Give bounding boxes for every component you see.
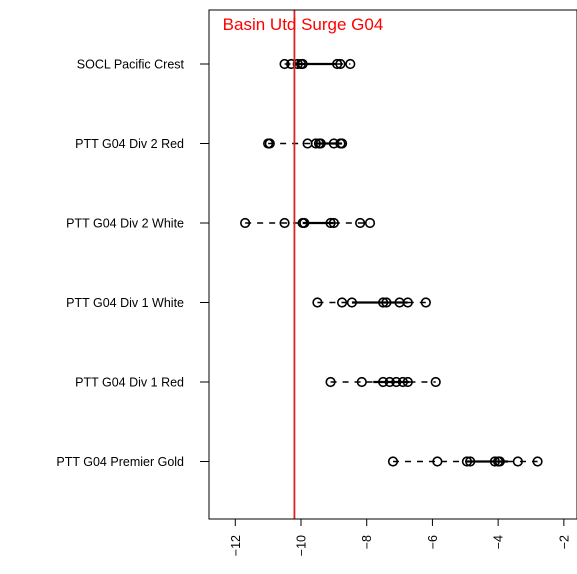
- box-group: [387, 456, 543, 467]
- box-group: [312, 297, 431, 308]
- data-point: [532, 456, 543, 467]
- x-tick-label: −6: [426, 535, 440, 549]
- category-label: PTT G04 Div 1 Red: [75, 376, 184, 390]
- data-point: [325, 217, 336, 229]
- data-point: [387, 456, 399, 467]
- data-point: [512, 456, 523, 467]
- data-point: [355, 217, 366, 229]
- data-point: [292, 58, 303, 70]
- box-group: [240, 217, 376, 229]
- data-point: [381, 297, 392, 308]
- data-point: [336, 297, 348, 308]
- data-point: [332, 58, 343, 70]
- data-point: [279, 217, 290, 229]
- data-point: [312, 297, 323, 308]
- x-tick-label: −2: [557, 535, 571, 549]
- x-tick-label: −12: [229, 535, 243, 556]
- data-point: [384, 376, 395, 388]
- data-point: [402, 297, 413, 308]
- plot-frame: [208, 9, 577, 520]
- data-point: [325, 376, 336, 388]
- chart-title: Basin Utd Surge G04: [223, 15, 384, 34]
- data-point: [328, 217, 339, 229]
- data-point: [432, 456, 443, 467]
- data-point: [315, 138, 326, 149]
- data-point: [465, 456, 476, 467]
- data-point: [489, 456, 500, 467]
- data-point: [264, 138, 275, 149]
- data-point: [397, 376, 408, 388]
- data-point: [310, 138, 321, 149]
- data-point: [391, 376, 402, 388]
- data-point: [356, 376, 367, 388]
- box-group: [263, 138, 348, 149]
- data-point: [430, 376, 441, 388]
- box-series: [240, 58, 543, 467]
- data-point: [299, 217, 310, 229]
- data-point: [346, 297, 358, 308]
- data-point: [494, 456, 505, 467]
- category-label: PTT G04 Div 2 Red: [75, 137, 184, 151]
- data-point: [336, 138, 348, 149]
- data-point: [279, 58, 290, 70]
- box-group: [279, 58, 356, 70]
- data-point: [345, 58, 356, 70]
- data-point: [286, 58, 297, 70]
- category-label: PTT G04 Div 1 White: [66, 296, 184, 310]
- data-point: [378, 297, 389, 308]
- box-group: [325, 376, 441, 388]
- data-point: [240, 217, 251, 229]
- data-point: [297, 58, 308, 70]
- x-tick-label: −10: [295, 535, 309, 556]
- data-point: [420, 297, 431, 308]
- data-point: [402, 376, 413, 388]
- x-tick-label: −8: [360, 535, 374, 549]
- data-point: [378, 376, 389, 388]
- category-label: PTT G04 Div 2 White: [66, 217, 184, 231]
- data-point: [335, 58, 346, 70]
- category-labels: SOCL Pacific Crest PTT G04 Div 2 Red PTT G…: [56, 58, 209, 469]
- category-label: PTT G04 Premier Gold: [56, 455, 184, 469]
- data-point: [364, 217, 376, 229]
- x-tick-label: −4: [492, 535, 506, 549]
- data-point: [461, 456, 473, 467]
- category-label: SOCL Pacific Crest: [77, 58, 185, 72]
